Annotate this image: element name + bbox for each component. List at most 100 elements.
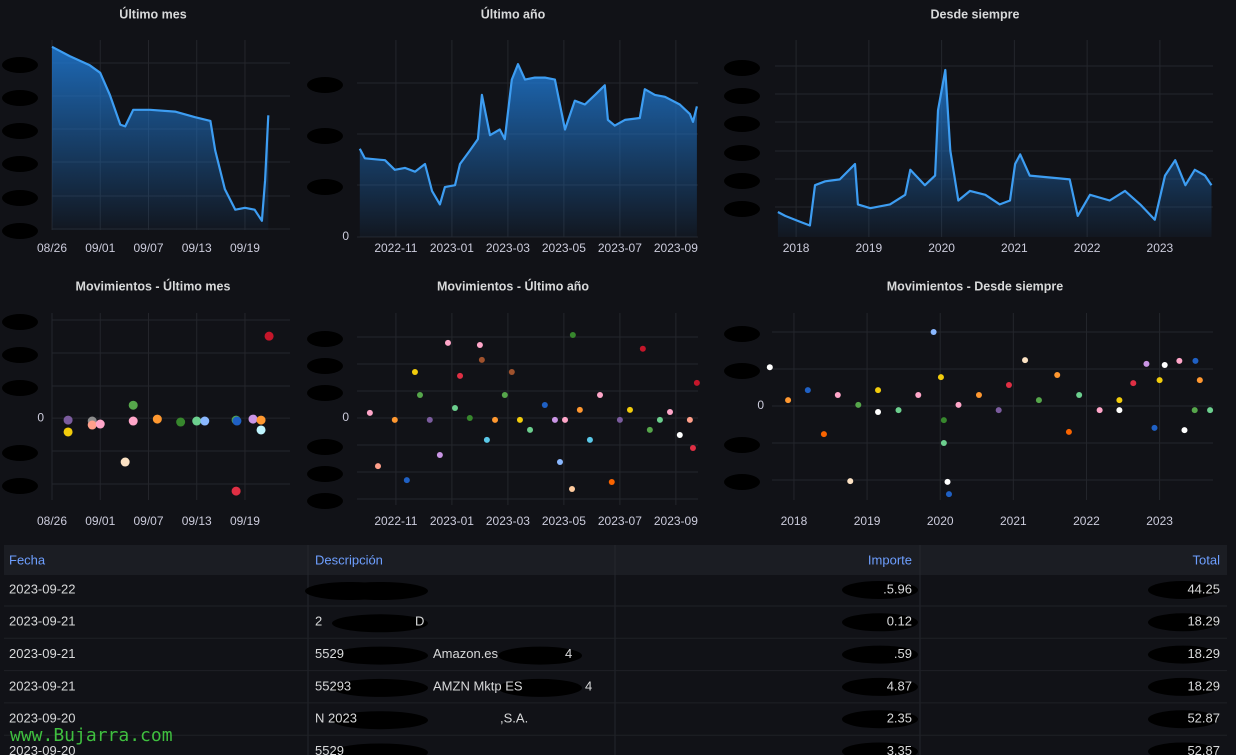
cell-descripcion: 4 bbox=[585, 678, 592, 693]
redaction bbox=[1148, 613, 1218, 632]
point bbox=[1005, 381, 1012, 388]
point bbox=[1054, 371, 1061, 378]
cell-descripcion: 5529 bbox=[315, 743, 344, 755]
point bbox=[1096, 407, 1103, 414]
point bbox=[766, 364, 773, 371]
column-header: Total bbox=[1193, 552, 1221, 567]
x-tick-label: 09/07 bbox=[133, 241, 163, 255]
redaction bbox=[332, 678, 428, 697]
point bbox=[176, 417, 186, 427]
point bbox=[597, 392, 604, 399]
point bbox=[626, 406, 633, 413]
point bbox=[667, 409, 674, 416]
point bbox=[1143, 360, 1150, 367]
point bbox=[426, 416, 433, 423]
panel-title: Último año bbox=[481, 6, 546, 21]
cell-importe: .5.96 bbox=[883, 581, 912, 596]
cell-descripcion: 2 bbox=[315, 614, 322, 629]
point bbox=[391, 416, 398, 423]
redaction bbox=[1148, 645, 1218, 664]
point bbox=[231, 486, 241, 496]
x-tick-label: 2023-05 bbox=[542, 241, 586, 255]
point bbox=[608, 479, 615, 486]
panel-title: Movimientos - Último mes bbox=[76, 278, 231, 293]
point bbox=[1151, 424, 1158, 431]
point bbox=[1192, 357, 1199, 364]
redaction bbox=[307, 493, 343, 509]
x-tick-label: 2023-09 bbox=[654, 241, 698, 255]
point bbox=[1181, 427, 1188, 434]
x-tick-label: 2022-11 bbox=[374, 241, 417, 255]
point bbox=[95, 419, 105, 429]
point bbox=[457, 372, 464, 379]
point bbox=[1065, 428, 1072, 435]
point bbox=[192, 416, 202, 426]
point bbox=[944, 478, 951, 485]
point bbox=[248, 414, 258, 424]
redaction bbox=[307, 466, 343, 482]
x-tick-label: 2020 bbox=[927, 514, 954, 528]
x-tick-label: 2021 bbox=[1000, 514, 1027, 528]
redaction bbox=[2, 347, 38, 363]
x-tick-label: 2023-01 bbox=[430, 514, 474, 528]
point bbox=[527, 426, 534, 433]
point bbox=[416, 392, 423, 399]
redaction bbox=[332, 614, 428, 633]
x-tick-label: 2022-11 bbox=[374, 514, 417, 528]
line bbox=[51, 45, 270, 222]
redaction bbox=[307, 358, 343, 374]
point bbox=[87, 420, 97, 430]
cell-importe: 2.35 bbox=[887, 711, 912, 726]
redaction bbox=[305, 582, 395, 600]
point bbox=[785, 397, 792, 404]
redaction bbox=[498, 678, 582, 697]
point bbox=[895, 407, 902, 414]
point bbox=[569, 332, 576, 339]
x-tick-label: 09/07 bbox=[133, 514, 163, 528]
redaction bbox=[307, 385, 343, 401]
redaction bbox=[307, 179, 343, 195]
x-tick-label: 2023-07 bbox=[598, 514, 642, 528]
x-tick-label: 2018 bbox=[783, 241, 810, 255]
point bbox=[1156, 377, 1163, 384]
point bbox=[483, 436, 490, 443]
redaction bbox=[2, 478, 38, 494]
y-tick-label: 0 bbox=[342, 410, 349, 424]
redaction bbox=[307, 77, 343, 93]
point bbox=[541, 402, 548, 409]
point bbox=[374, 463, 381, 470]
point bbox=[478, 356, 485, 363]
cell-importe: .59 bbox=[894, 646, 912, 661]
point bbox=[1130, 380, 1137, 387]
point bbox=[847, 478, 854, 485]
x-tick-label: 2019 bbox=[854, 514, 881, 528]
y-tick-label: 0 bbox=[37, 410, 44, 424]
redaction bbox=[842, 710, 918, 729]
redaction bbox=[1148, 742, 1218, 755]
redaction bbox=[724, 437, 760, 453]
cell-descripcion: 55293 bbox=[315, 678, 351, 693]
point bbox=[1076, 391, 1083, 398]
x-tick-label: 2021 bbox=[1001, 241, 1028, 255]
cell-fecha: 2023-09-22 bbox=[9, 581, 76, 596]
point bbox=[1161, 361, 1168, 368]
column-header: Importe bbox=[868, 552, 912, 567]
cell-total: 18.29 bbox=[1187, 614, 1220, 629]
cell-total: 44.25 bbox=[1187, 581, 1220, 596]
x-tick-label: 2023-01 bbox=[430, 241, 474, 255]
line bbox=[358, 63, 698, 206]
cell-descripcion: N 2023 bbox=[315, 711, 357, 726]
point bbox=[639, 345, 646, 352]
point bbox=[955, 401, 962, 408]
x-tick-label: 08/26 bbox=[37, 514, 67, 528]
cell-total: 18.29 bbox=[1187, 646, 1220, 661]
point bbox=[940, 440, 947, 447]
x-tick-label: 2020 bbox=[928, 241, 955, 255]
redaction bbox=[307, 128, 343, 144]
point bbox=[975, 391, 982, 398]
redaction bbox=[2, 57, 38, 73]
x-tick-label: 2023 bbox=[1146, 514, 1173, 528]
redaction bbox=[332, 743, 428, 755]
point bbox=[551, 416, 558, 423]
point bbox=[152, 414, 162, 424]
